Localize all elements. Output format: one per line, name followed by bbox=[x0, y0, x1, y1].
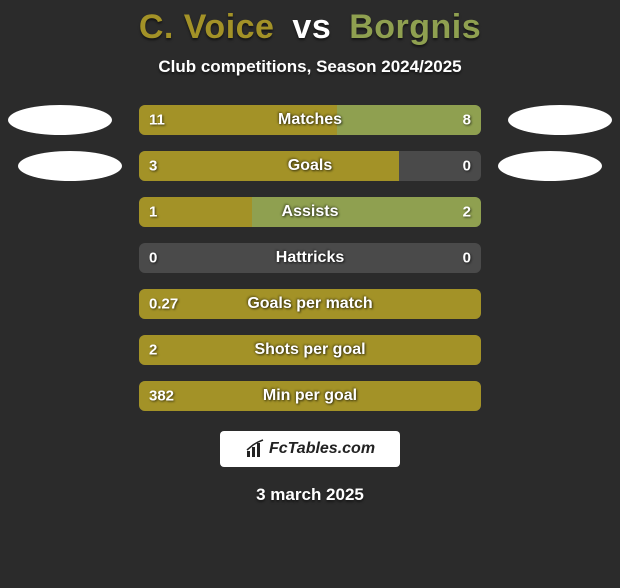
date-text: 3 march 2025 bbox=[0, 485, 620, 505]
stat-label: Shots per goal bbox=[254, 341, 365, 359]
stat-value-right: 2 bbox=[463, 204, 471, 221]
vs-text: vs bbox=[292, 8, 331, 46]
stat-value-right: 0 bbox=[463, 158, 471, 175]
stat-value-left: 11 bbox=[149, 112, 165, 129]
player-badge-oval bbox=[498, 151, 602, 181]
stat-value-left: 3 bbox=[149, 158, 157, 175]
stat-value-left: 0 bbox=[149, 250, 157, 267]
chart-icon bbox=[245, 439, 265, 459]
stat-bar: Assists 1 2 bbox=[139, 197, 481, 227]
stat-bar: Goals 3 0 bbox=[139, 151, 481, 181]
watermark-badge: FcTables.com bbox=[220, 431, 400, 467]
stat-value-right: 0 bbox=[463, 250, 471, 267]
stat-value-left: 1 bbox=[149, 204, 157, 221]
player2-name: Borgnis bbox=[349, 8, 481, 46]
stat-bar: Matches 11 8 bbox=[139, 105, 481, 135]
stat-bar-left-fill bbox=[139, 151, 399, 181]
watermark-text: FcTables.com bbox=[269, 440, 375, 458]
player-badge-oval bbox=[508, 105, 612, 135]
player-badge-oval bbox=[18, 151, 122, 181]
stat-bar: Shots per goal 2 bbox=[139, 335, 481, 365]
stat-label: Min per goal bbox=[263, 387, 357, 405]
stat-value-left: 2 bbox=[149, 342, 157, 359]
stat-value-left: 0.27 bbox=[149, 296, 178, 313]
chart-area: Matches118Goals30Assists12Hattricks00Goa… bbox=[0, 105, 620, 411]
stat-label: Matches bbox=[278, 111, 342, 129]
player-badge-oval bbox=[8, 105, 112, 135]
stat-label: Hattricks bbox=[276, 249, 344, 267]
stat-bar: Min per goal 382 bbox=[139, 381, 481, 411]
stat-bar-right-fill bbox=[337, 105, 481, 135]
subtitle: Club competitions, Season 2024/2025 bbox=[0, 57, 620, 77]
stat-value-left: 382 bbox=[149, 388, 174, 405]
stat-label: Goals bbox=[288, 157, 332, 175]
player1-name: C. Voice bbox=[139, 8, 275, 46]
stat-label: Assists bbox=[282, 203, 339, 221]
comparison-title: C. Voice vs Borgnis bbox=[0, 8, 620, 47]
stat-value-right: 8 bbox=[463, 112, 471, 129]
stat-label: Goals per match bbox=[247, 295, 372, 313]
stat-bar: Hattricks 0 0 bbox=[139, 243, 481, 273]
stat-bar: Goals per match 0.27 bbox=[139, 289, 481, 319]
